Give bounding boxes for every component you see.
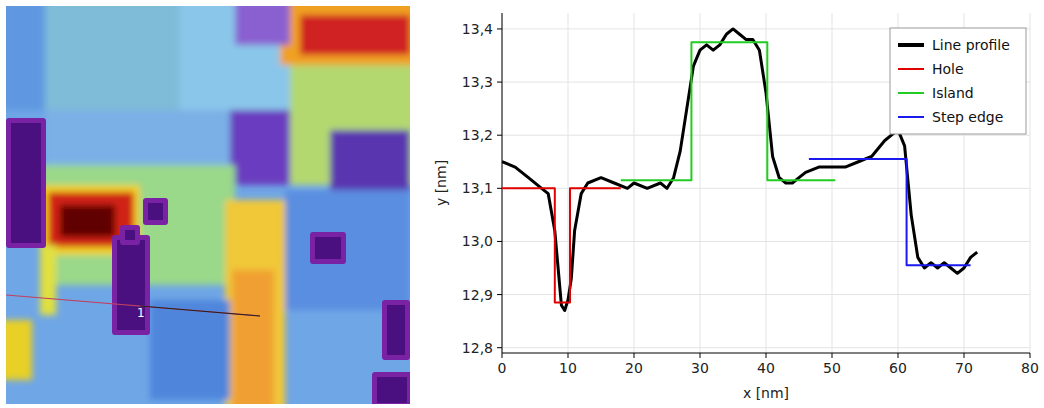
afm-hole-core (387, 305, 405, 355)
afm-image (6, 6, 410, 404)
x-tick (1030, 353, 1031, 358)
x-tick-label: 40 (757, 360, 775, 376)
figure: 10102030405060708012,812,913,013,113,213… (0, 0, 1044, 408)
y-tick-label: 12,9 (462, 287, 493, 303)
legend: Line profile Hole Island Step edge (890, 28, 1026, 134)
y-tick (497, 294, 502, 295)
afm-region (180, 6, 290, 125)
afm-region (235, 6, 290, 45)
legend-label: Island (932, 85, 974, 101)
y-tick-label: 12,8 (462, 340, 493, 356)
y-tick (497, 188, 502, 189)
x-axis-title: x [nm] (743, 385, 789, 401)
x-tick-label: 80 (1021, 360, 1039, 376)
legend-swatch (898, 68, 924, 70)
x-tick (766, 353, 767, 358)
y-tick-label: 13,0 (462, 233, 493, 249)
chart: 0 10 20 30 40 50 60 70 80 12,8 12,9 13,0 13,1 13,2 13,… (433, 13, 1039, 401)
afm-region (6, 320, 32, 380)
x-tick (700, 353, 701, 358)
afm-region (45, 110, 230, 170)
series-line (809, 159, 971, 265)
y-tick-label: 13,1 (462, 180, 493, 196)
x-tick-label: 60 (889, 360, 907, 376)
grid-line (502, 347, 1030, 348)
y-axis-title: y [nm] (433, 160, 449, 206)
grid-line (700, 13, 701, 353)
grid-line (502, 13, 503, 353)
grid-line (1030, 13, 1031, 353)
y-tick (497, 28, 502, 29)
legend-swatch (898, 43, 924, 47)
y-tick-label: 13,3 (462, 74, 493, 90)
afm-region (6, 6, 190, 110)
grid-line (502, 135, 1030, 136)
afm-hole (310, 232, 346, 264)
x-tick (898, 353, 899, 358)
y-tick-label: 13,4 (462, 21, 493, 37)
afm-hole (372, 372, 410, 404)
afm-hole (120, 225, 140, 245)
afm-hole (6, 118, 46, 248)
x-tick-label: 70 (955, 360, 973, 376)
afm-hole (112, 235, 150, 335)
afm-region (280, 6, 410, 65)
afm-hole (382, 300, 410, 360)
grid-line (502, 294, 1030, 295)
y-tick-label: 13,2 (462, 127, 493, 143)
legend-label: Step edge (932, 109, 1003, 125)
legend-box (890, 28, 1026, 134)
y-tick (497, 82, 502, 83)
afm-region (40, 245, 56, 315)
afm-region (60, 205, 115, 237)
x-tick (634, 353, 635, 358)
afm-region (225, 200, 285, 404)
x-tick-label: 20 (625, 360, 643, 376)
afm-region (232, 270, 274, 404)
series-line (621, 42, 836, 180)
y-tick (497, 241, 502, 242)
x-tick (568, 353, 569, 358)
afm-region (6, 6, 45, 110)
x-tick-label: 10 (559, 360, 577, 376)
x-tick (964, 353, 965, 358)
grid-line (832, 13, 833, 353)
afm-region (300, 15, 410, 55)
afm-hole-core (125, 230, 135, 240)
afm-region (150, 300, 230, 400)
legend-label: Line profile (932, 37, 1010, 53)
afm-hole-core (315, 237, 341, 259)
afm-hole-core (148, 203, 163, 220)
afm-region (40, 185, 140, 255)
profile-label: 1 (137, 306, 145, 320)
afm-hole (143, 198, 168, 225)
profile-line (140, 306, 260, 316)
afm-hole-core (117, 240, 145, 330)
y-tick (497, 135, 502, 136)
y-axis (502, 13, 503, 353)
legend-label: Hole (932, 61, 964, 77)
x-tick (832, 353, 833, 358)
y-tick (497, 347, 502, 348)
legend-swatch (898, 92, 924, 94)
x-tick (502, 353, 503, 358)
legend-swatch (898, 116, 924, 118)
afm-hole-core (11, 123, 41, 243)
series-line (502, 188, 621, 302)
afm-hole-core (377, 377, 407, 403)
x-tick-label: 0 (498, 360, 507, 376)
profile-line (6, 295, 260, 316)
afm-region (285, 190, 410, 310)
x-tick-label: 50 (823, 360, 841, 376)
afm-region (330, 130, 410, 190)
grid-line (502, 241, 1030, 242)
x-tick-label: 30 (691, 360, 709, 376)
